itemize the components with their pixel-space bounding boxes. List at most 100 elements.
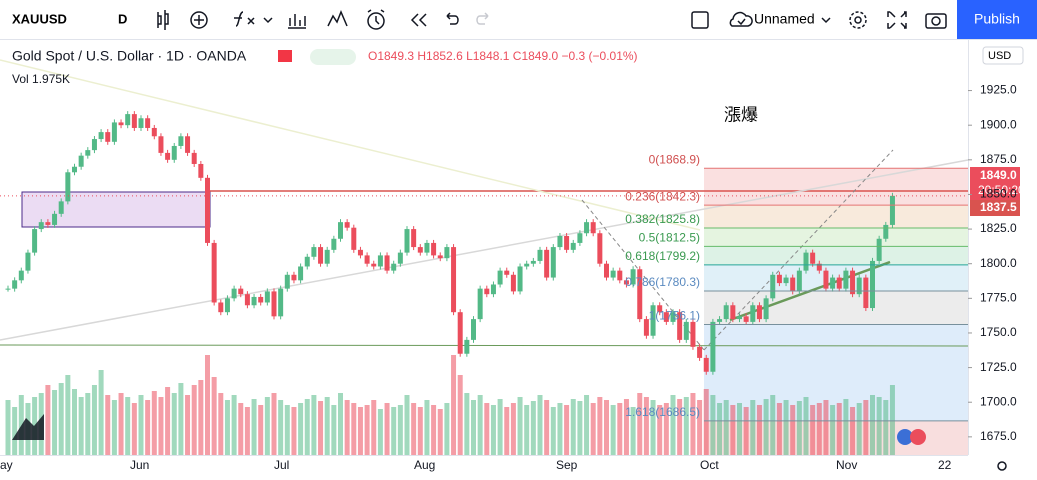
symbol[interactable]: XAUUSD bbox=[12, 11, 67, 26]
candle bbox=[883, 224, 889, 239]
x-tick-label: Aug bbox=[414, 458, 435, 472]
volume-bar bbox=[889, 385, 895, 455]
layout-name[interactable]: Unnamed bbox=[754, 11, 815, 27]
volume-bar bbox=[131, 403, 137, 455]
candle bbox=[384, 255, 390, 271]
candle bbox=[517, 266, 523, 292]
volume-bar bbox=[437, 409, 443, 455]
candle bbox=[743, 316, 749, 322]
volume-bar bbox=[604, 400, 609, 455]
candle bbox=[643, 319, 649, 336]
volume-bar bbox=[198, 380, 204, 455]
x-tick-label: Nov bbox=[836, 458, 857, 472]
line-price: 1837.5 bbox=[980, 200, 1017, 214]
candle bbox=[284, 274, 290, 289]
candle bbox=[171, 145, 177, 160]
volume-bar bbox=[417, 407, 423, 455]
y-tick-label: 1800.0 bbox=[980, 256, 1017, 270]
volume-bar bbox=[803, 397, 809, 455]
volume-bar bbox=[510, 403, 516, 455]
volume-bar bbox=[431, 405, 437, 455]
candle bbox=[324, 249, 330, 264]
volume-bar bbox=[311, 395, 317, 455]
fib-trend bbox=[703, 149, 894, 351]
publish-button[interactable] bbox=[957, 0, 1037, 39]
volume-bar bbox=[697, 400, 703, 455]
volume-bar bbox=[298, 403, 304, 455]
time-axis bbox=[0, 455, 968, 480]
volume-bar bbox=[617, 403, 623, 455]
volume-bar bbox=[271, 393, 277, 455]
candle bbox=[278, 288, 284, 317]
candle bbox=[404, 229, 410, 253]
volume-bar bbox=[384, 403, 390, 455]
volume-bar bbox=[630, 407, 636, 455]
candle bbox=[318, 247, 324, 264]
candle bbox=[690, 321, 696, 347]
fib-band bbox=[704, 205, 968, 228]
volume-bar bbox=[843, 399, 849, 455]
candle bbox=[125, 114, 131, 126]
candle bbox=[510, 274, 516, 292]
fib-band bbox=[704, 246, 968, 265]
candle bbox=[544, 249, 550, 278]
candle bbox=[105, 132, 111, 142]
volume-bar bbox=[45, 385, 51, 455]
candle bbox=[477, 288, 483, 320]
y-tick-label: 1725.0 bbox=[980, 360, 1017, 374]
candle bbox=[411, 229, 417, 248]
settings-icon[interactable] bbox=[997, 461, 1007, 471]
range-box bbox=[21, 191, 211, 228]
candle bbox=[291, 274, 297, 281]
volume-bar bbox=[717, 403, 723, 455]
currency[interactable]: USD bbox=[988, 50, 1011, 62]
candle bbox=[617, 270, 623, 281]
candle bbox=[703, 357, 709, 372]
volume-bar bbox=[690, 393, 696, 455]
volume-bar bbox=[577, 401, 583, 455]
event-icon[interactable] bbox=[897, 429, 913, 445]
candle bbox=[258, 296, 264, 303]
candle bbox=[484, 288, 490, 295]
x-tick-label: Jun bbox=[130, 458, 149, 472]
candle bbox=[663, 312, 669, 322]
candle bbox=[52, 213, 58, 225]
candle bbox=[444, 247, 450, 259]
volume-bar bbox=[65, 375, 71, 455]
fib-band bbox=[704, 227, 968, 247]
candle bbox=[165, 152, 171, 160]
candle bbox=[604, 263, 609, 278]
volume-bar bbox=[404, 395, 410, 455]
legend-title: Gold Spot / U.S. Dollar · 1D · OANDA bbox=[12, 48, 247, 64]
volume-bar bbox=[590, 403, 596, 455]
candle bbox=[38, 222, 44, 230]
volume-bar bbox=[357, 407, 363, 455]
volume-bar bbox=[457, 375, 463, 455]
candle bbox=[816, 263, 822, 271]
candle bbox=[271, 291, 277, 317]
publish-label[interactable]: Publish bbox=[974, 11, 1020, 27]
volume-bar bbox=[783, 400, 789, 455]
candle bbox=[843, 270, 849, 289]
volume-bar bbox=[863, 400, 869, 455]
currency-box[interactable] bbox=[982, 46, 1024, 65]
volume-bar bbox=[530, 401, 536, 455]
candle bbox=[158, 136, 164, 153]
candle bbox=[790, 277, 796, 292]
volume-bar bbox=[52, 390, 58, 455]
fib-label: 0.236(1842.3) bbox=[625, 189, 700, 203]
interval[interactable]: D bbox=[118, 11, 127, 26]
fib-label: 0.786(1780.3) bbox=[625, 275, 700, 289]
event-icon[interactable] bbox=[910, 429, 926, 445]
volume-bar bbox=[677, 399, 683, 455]
volume-bar bbox=[550, 407, 556, 455]
logo bbox=[12, 414, 44, 440]
candle bbox=[770, 274, 776, 299]
volume-bar bbox=[870, 395, 875, 455]
candle bbox=[91, 139, 97, 151]
candle bbox=[796, 270, 802, 292]
candle bbox=[218, 302, 224, 313]
volume-bar bbox=[564, 405, 570, 455]
toolbar-icons[interactable] bbox=[157, 9, 947, 30]
y-tick-label: 1700.0 bbox=[980, 394, 1017, 408]
